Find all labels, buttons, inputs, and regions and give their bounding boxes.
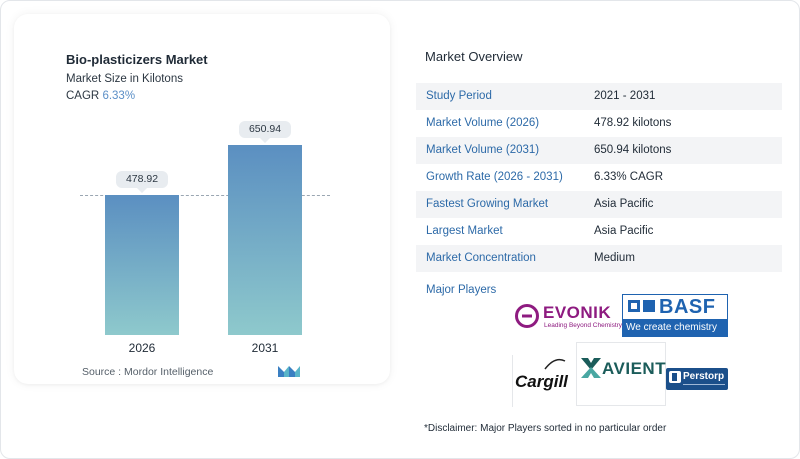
overview-row: Growth Rate (2026 - 2031) 6.33% CAGR <box>416 164 782 191</box>
overview-row: Fastest Growing Market Asia Pacific <box>416 191 782 218</box>
bar-value-label: 478.92 <box>116 171 168 193</box>
basf-tagline: We create chemistry <box>623 319 727 336</box>
perstorp-logo: Perstorp <box>666 368 728 390</box>
bar-value-label: 650.94 <box>239 121 291 143</box>
overview-row-label: Market Concentration <box>426 252 536 264</box>
cagr-line: CAGR 6.33% <box>66 90 135 102</box>
overview-title: Market Overview <box>425 49 523 64</box>
overview-row-value: 6.33% CAGR <box>594 171 664 183</box>
cargill-logo: Cargill <box>512 355 576 407</box>
overview-row-label: Study Period <box>426 90 492 102</box>
overview-row: Market Volume (2026) 478.92 kilotons <box>416 110 782 137</box>
bar-2031 <box>228 145 302 335</box>
cargill-leaf-icon <box>544 358 566 370</box>
overview-row-label: Market Volume (2026) <box>426 117 540 129</box>
basf-name: BASF <box>659 296 716 318</box>
overview-row-value: Medium <box>594 252 635 264</box>
bar-2026 <box>105 195 179 335</box>
overview-row-value: 650.94 kilotons <box>594 144 672 156</box>
mordor-intelligence-logo-icon <box>278 366 300 377</box>
disclaimer: *Disclaimer: Major Players sorted in no … <box>424 423 667 434</box>
overview-row-value: 2021 - 2031 <box>594 90 656 102</box>
perstorp-name: Perstorp <box>683 371 725 382</box>
source-note: Source : Mordor Intelligence <box>82 366 214 378</box>
evonik-logo: EVONIK Leading Beyond Chemistry <box>512 294 624 337</box>
avient-logo: AVIENT <box>576 342 666 406</box>
overview-row-label: Growth Rate (2026 - 2031) <box>426 171 563 183</box>
overview-row: Study Period 2021 - 2031 <box>416 83 782 110</box>
chart-title: Bio-plasticizers Market <box>66 52 208 67</box>
evonik-tagline: Leading Beyond Chemistry <box>544 322 623 329</box>
evonik-mark-icon <box>515 304 539 328</box>
overview-row: Market Concentration Medium <box>416 245 782 272</box>
chart-card <box>14 14 390 384</box>
overview-row-value: Asia Pacific <box>594 198 654 210</box>
overview-row: Market Volume (2031) 650.94 kilotons <box>416 137 782 164</box>
cagr-value: 6.33% <box>102 90 136 102</box>
avient-name: AVIENT <box>602 359 667 378</box>
overview-row-value: Asia Pacific <box>594 225 654 237</box>
x-tick-label: 2026 <box>128 341 156 355</box>
basf-logo: BASF We create chemistry <box>622 294 728 337</box>
cargill-name: Cargill <box>515 372 568 391</box>
overview-row-value: 478.92 kilotons <box>594 117 672 129</box>
perstorp-mark-icon <box>669 371 681 383</box>
overview-row-label: Largest Market <box>426 225 503 237</box>
x-tick-label: 2031 <box>251 341 279 355</box>
evonik-name: EVONIK <box>543 303 612 322</box>
avient-chevrons-icon <box>581 358 601 378</box>
basf-square-filled-icon <box>643 300 655 312</box>
basf-square-icon <box>628 300 640 312</box>
overview-row: Largest Market Asia Pacific <box>416 218 782 245</box>
reference-dashed-line <box>80 195 330 196</box>
cagr-label: CAGR <box>66 90 100 102</box>
overview-row-label: Fastest Growing Market <box>426 198 549 210</box>
major-players-title: Major Players <box>426 284 497 296</box>
overview-row-label: Market Volume (2031) <box>426 144 540 156</box>
chart-subtitle: Market Size in Kilotons <box>66 73 183 85</box>
